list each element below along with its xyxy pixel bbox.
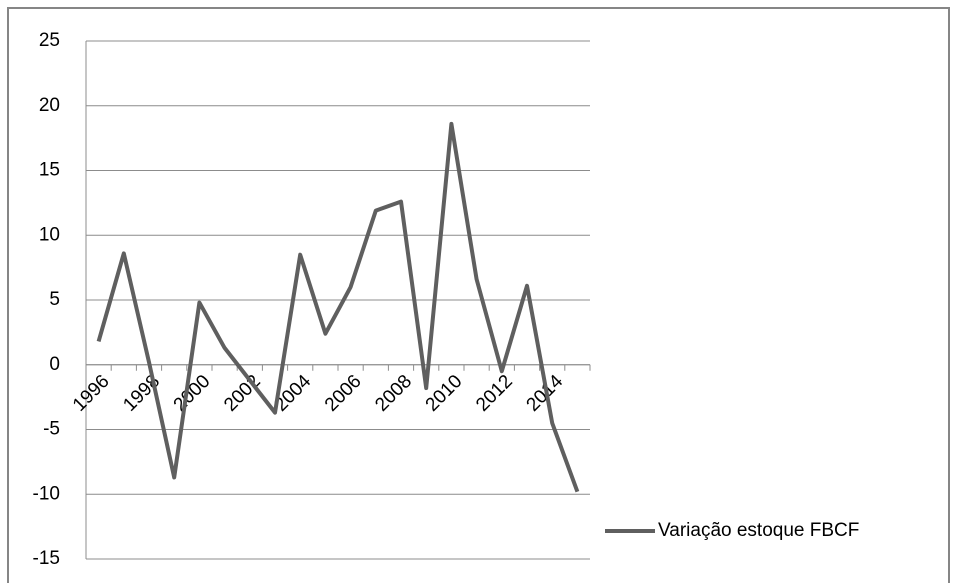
legend-label: Variação estoque FBCF	[658, 520, 859, 541]
y-tick-label: -15	[33, 548, 60, 569]
y-tick-label: 15	[39, 160, 60, 181]
data-line	[96, 121, 580, 493]
y-tick-label: 0	[49, 354, 60, 375]
chart-border	[7, 7, 950, 583]
y-tick-label: 25	[39, 30, 60, 51]
y-tick-label: -5	[43, 419, 60, 440]
y-tick-label: -10	[33, 483, 60, 504]
y-tick-label: 5	[49, 289, 60, 310]
y-tick-label: 10	[39, 224, 60, 245]
y-tick-label: 20	[39, 95, 60, 116]
